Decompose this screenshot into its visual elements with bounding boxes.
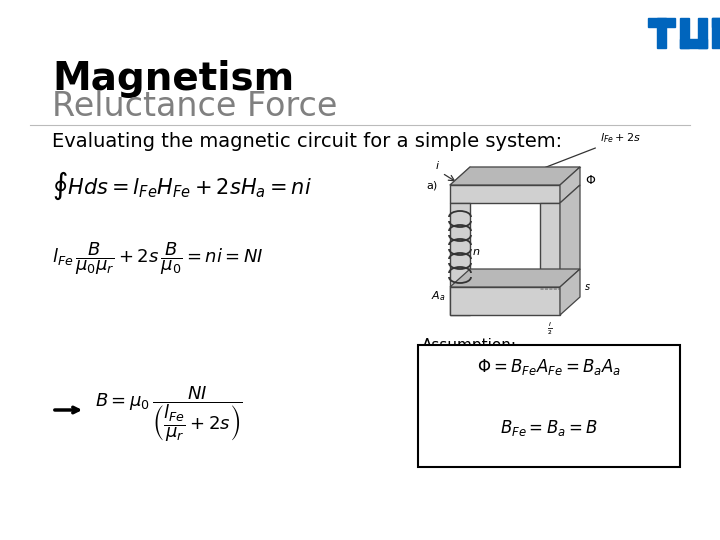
Text: $\oint Hds = l_{Fe}H_{Fe} + 2sH_a = ni$: $\oint Hds = l_{Fe}H_{Fe} + 2sH_a = ni$	[52, 170, 312, 202]
Text: $\frac{l}{2}$: $\frac{l}{2}$	[547, 321, 553, 338]
Bar	[540, 203, 560, 287]
Bar	[648, 18, 675, 27]
Text: $s$: $s$	[584, 282, 591, 292]
FancyBboxPatch shape	[418, 345, 680, 467]
Text: Evaluating the magnetic circuit for a simple system:: Evaluating the magnetic circuit for a si…	[52, 132, 562, 151]
Bar	[450, 203, 470, 315]
Text: $B_{Fe} = B_a = B$: $B_{Fe} = B_a = B$	[500, 418, 598, 438]
Text: $B = \mu_0\,\dfrac{NI}{\left(\dfrac{l_{Fe}}{\mu_r} + 2s\right)}$: $B = \mu_0\,\dfrac{NI}{\left(\dfrac{l_{F…	[95, 385, 243, 444]
Text: $\Phi$: $\Phi$	[585, 173, 596, 186]
Text: $i$: $i$	[435, 159, 440, 171]
Text: $l_{Fe}\,\dfrac{B}{\mu_0\mu_r} + 2s\,\dfrac{B}{\mu_0} = ni = NI$: $l_{Fe}\,\dfrac{B}{\mu_0\mu_r} + 2s\,\df…	[52, 240, 264, 276]
Polygon shape	[450, 269, 580, 287]
Text: $n$: $n$	[472, 247, 480, 257]
Text: $\frac{l}{2}$: $\frac{l}{2}$	[547, 321, 553, 338]
Text: Magnetism: Magnetism	[52, 60, 294, 98]
Bar	[657, 18, 666, 48]
Bar	[698, 18, 707, 48]
Bar	[450, 185, 560, 203]
Bar	[450, 287, 560, 315]
Text: Assumption:: Assumption:	[422, 338, 517, 353]
Text: a): a)	[427, 180, 438, 190]
Bar	[680, 39, 707, 48]
Polygon shape	[560, 167, 580, 203]
Polygon shape	[450, 167, 580, 185]
Polygon shape	[560, 185, 580, 287]
Bar	[712, 18, 720, 27]
Text: $l_{Fe}+2s$: $l_{Fe}+2s$	[600, 131, 641, 145]
Text: $A_a$: $A_a$	[431, 289, 445, 303]
Bar	[680, 18, 689, 48]
Bar	[712, 18, 720, 48]
Polygon shape	[560, 269, 580, 315]
Text: Reluctance Force: Reluctance Force	[52, 90, 338, 123]
Text: $\Phi = B_{Fe}A_{Fe} = B_a A_a$: $\Phi = B_{Fe}A_{Fe} = B_a A_a$	[477, 357, 621, 377]
